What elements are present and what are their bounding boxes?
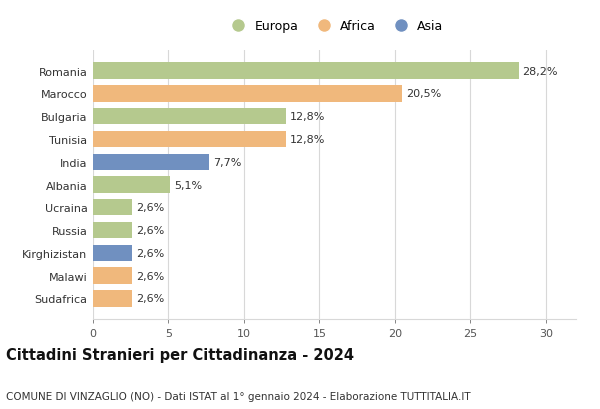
- Text: 2,6%: 2,6%: [136, 271, 164, 281]
- Bar: [93, 131, 286, 148]
- Text: Cittadini Stranieri per Cittadinanza - 2024: Cittadini Stranieri per Cittadinanza - 2…: [6, 347, 354, 362]
- Bar: [93, 177, 170, 193]
- Legend: Europa, Africa, Asia: Europa, Africa, Asia: [226, 20, 443, 33]
- Text: 2,6%: 2,6%: [136, 294, 164, 303]
- Text: 7,7%: 7,7%: [213, 157, 241, 167]
- Text: COMUNE DI VINZAGLIO (NO) - Dati ISTAT al 1° gennaio 2024 - Elaborazione TUTTITAL: COMUNE DI VINZAGLIO (NO) - Dati ISTAT al…: [6, 391, 470, 401]
- Text: 28,2%: 28,2%: [523, 67, 558, 76]
- Bar: [93, 268, 132, 284]
- Bar: [93, 109, 286, 125]
- Bar: [93, 290, 132, 307]
- Bar: [93, 86, 403, 102]
- Text: 12,8%: 12,8%: [290, 112, 325, 122]
- Text: 2,6%: 2,6%: [136, 248, 164, 258]
- Bar: [93, 200, 132, 216]
- Text: 20,5%: 20,5%: [406, 89, 442, 99]
- Bar: [93, 245, 132, 261]
- Bar: [93, 63, 518, 80]
- Bar: [93, 222, 132, 239]
- Text: 12,8%: 12,8%: [290, 135, 325, 145]
- Text: 2,6%: 2,6%: [136, 225, 164, 236]
- Bar: [93, 154, 209, 171]
- Text: 5,1%: 5,1%: [174, 180, 202, 190]
- Text: 2,6%: 2,6%: [136, 203, 164, 213]
